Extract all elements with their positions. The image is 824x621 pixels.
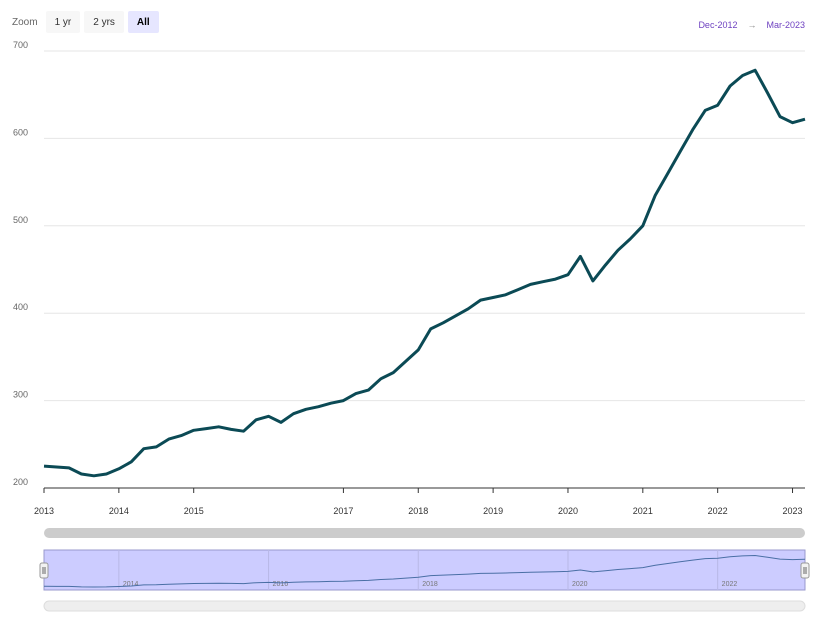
x-tick-label: 2021 (633, 506, 653, 516)
navigator-tick-label: 2022 (722, 581, 738, 588)
navigator-tick-label: 2020 (572, 581, 588, 588)
y-tick-label: 700 (13, 40, 28, 50)
navigator-tick-label: 2018 (422, 581, 438, 588)
zoom-1yr-button[interactable]: 1 yr (45, 11, 81, 33)
range-to[interactable]: Mar-2023 (766, 20, 805, 30)
x-tick-label: 2015 (184, 506, 204, 516)
y-tick-label: 400 (13, 302, 28, 312)
x-tick-label: 2020 (558, 506, 578, 516)
navigator-left-handle[interactable] (39, 562, 49, 579)
x-tick-label: 2018 (408, 506, 428, 516)
y-tick-label: 300 (13, 390, 28, 400)
main-scrollbar[interactable] (44, 528, 805, 538)
x-tick-label: 2013 (34, 506, 54, 516)
y-tick-label: 600 (13, 127, 28, 137)
range-from[interactable]: Dec-2012 (698, 20, 738, 30)
y-tick-label: 200 (13, 477, 28, 487)
date-range-display: Dec-2012 → Mar-2023 (698, 20, 805, 30)
x-tick-label: 2022 (708, 506, 728, 516)
navigator-selection[interactable] (43, 549, 806, 591)
zoom-label: Zoom (12, 16, 38, 28)
navigator-tick-label: 2014 (123, 581, 139, 588)
x-tick-label: 2019 (483, 506, 503, 516)
x-tick-label: 2023 (783, 506, 803, 516)
zoom-2yrs-button[interactable]: 2 yrs (84, 11, 124, 33)
navigator-series-line (43, 554, 806, 588)
series-line (43, 68, 806, 478)
zoom-toolbar: Zoom 1 yr 2 yrs All (12, 11, 159, 33)
x-tick-label: 2014 (109, 506, 129, 516)
arrow-right-icon: → (747, 20, 757, 30)
navigator-scrollbar[interactable] (43, 600, 806, 612)
navigator-tick-label: 2016 (273, 581, 289, 588)
y-tick-label: 500 (13, 215, 28, 225)
zoom-all-button[interactable]: All (127, 11, 159, 33)
navigator-right-handle[interactable] (800, 562, 810, 579)
x-tick-label: 2017 (333, 506, 353, 516)
